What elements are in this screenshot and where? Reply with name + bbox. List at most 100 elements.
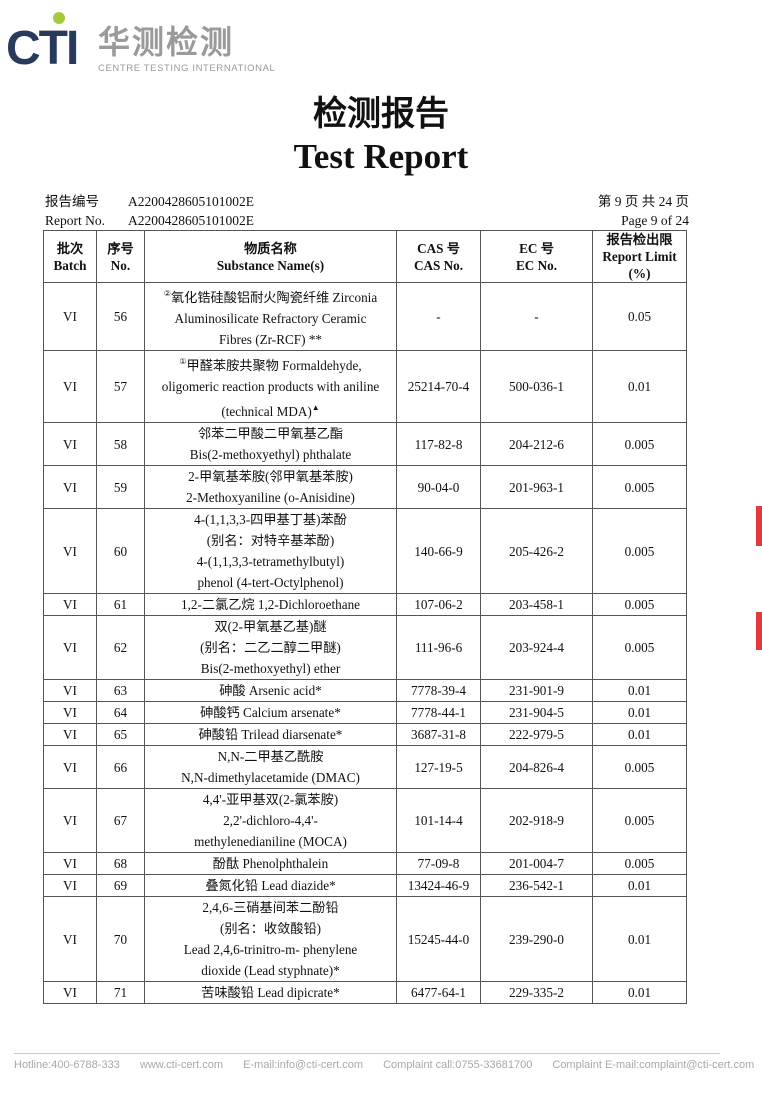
substance-name-cell: 1,2-二氯乙烷 1,2-Dichloroethane (144, 593, 397, 616)
limit-cell: 0.01 (592, 350, 687, 423)
substance-name-line: Bis(2-methoxyethyl) ether (200, 661, 341, 676)
ec-cell: 204-212-6 (480, 422, 593, 466)
footer-website[interactable]: www.cti-cert.com (139, 1059, 223, 1071)
ec-cell: 201-004-7 (480, 852, 593, 875)
substance-name-line: 酚酞 Phenolphthalein (212, 856, 329, 871)
substance-name-line: Lead 2,4,6-trinitro-m- phenylene (183, 942, 358, 957)
table-row: VI 59 2-甲氧基苯胺(邻甲氧基苯胺) 2-Methoxyaniline (o-A… (43, 465, 687, 509)
ec-cell: 236-542-1 (480, 874, 593, 897)
substance-name-cell: 叠氮化铅 Lead diazide* (144, 874, 397, 897)
batch-cell: VI (43, 788, 97, 853)
table-row: VI 64 砷酸钙 Calcium arsenate* 7778-44-1 231-90… (43, 701, 687, 724)
substance-name-cell: ②氧化锆硅酸铝耐火陶瓷纤维 Zirconia Aluminosilicate Re… (144, 282, 397, 351)
cti-logo: CTI 华测检测 CENTRE TESTING INTERNATIONAL (6, 10, 275, 76)
limit-cell: 0.01 (592, 679, 687, 702)
substance-name-line: 甲醛苯胺共聚物 Formaldehyde, (186, 358, 362, 373)
no-cell: 65 (96, 723, 145, 746)
limit-cell: 0.01 (592, 723, 687, 746)
table-row: VI 68 酚酞 Phenolphthalein 77-09-8 201-004-7 0.… (43, 852, 687, 875)
batch-cell: VI (43, 701, 97, 724)
table-header-row: 批次 Batch 序号 No. 物质名称 Substance Name(s) CAS … (43, 230, 687, 283)
no-cell: 62 (96, 615, 145, 680)
no-cell: 66 (96, 745, 145, 789)
substance-name-line: 4,4'-亚甲基双(2-氯苯胺) (202, 792, 339, 807)
stamp-fragment (756, 506, 762, 546)
logo-dot (53, 12, 65, 24)
substance-name-line: Fibres (Zr-RCF) ** (218, 332, 323, 347)
substance-name-line: 双(2-甲氧基乙基)醚 (214, 619, 327, 634)
footer-complaint-email[interactable]: Complaint E-mail:complaint@cti-cert.com (552, 1059, 755, 1071)
substance-name-line: 砷酸钙 Calcium arsenate* (200, 705, 341, 720)
limit-cell: 0.005 (592, 852, 687, 875)
substance-name-line: 4-(1,1,3,3-四甲基丁基)苯酚 (194, 512, 347, 527)
title-en: Test Report (293, 137, 469, 176)
header-limit: 报告检出限 Report Limit (%) (592, 230, 687, 283)
substance-name-line: N,N-二甲基乙酰胺 (217, 749, 324, 764)
batch-cell: VI (43, 981, 97, 1004)
cas-cell: 111-96-6 (396, 615, 481, 680)
footnote-marker: ① (179, 357, 187, 366)
table-row: VI 62 双(2-甲氧基乙基)醚 (别名：二乙二醇二甲醚) Bis(2-methoxy… (43, 615, 687, 680)
ec-cell: 203-458-1 (480, 593, 593, 616)
report-no-label-cn: 报告编号 (45, 194, 99, 209)
substance-table: 批次 Batch 序号 No. 物质名称 Substance Name(s) CAS … (43, 230, 687, 1004)
table-row: VI 56 ②氧化锆硅酸铝耐火陶瓷纤维 Zirconia Aluminosilicat… (43, 282, 687, 351)
cas-cell: 25214-70-4 (396, 350, 481, 423)
cas-cell: 117-82-8 (396, 422, 481, 466)
ec-cell: 204-826-4 (480, 745, 593, 789)
table-row: VI 67 4,4'-亚甲基双(2-氯苯胺) 2,2'-dichloro-4,4'- m… (43, 788, 687, 853)
footer-email[interactable]: E-mail:info@cti-cert.com (243, 1059, 364, 1071)
substance-name-line: 叠氮化铅 Lead diazide* (205, 878, 336, 893)
batch-cell: VI (43, 745, 97, 789)
substance-name-cell: 双(2-甲氧基乙基)醚 (别名：二乙二醇二甲醚) Bis(2-methoxyethy… (144, 615, 397, 680)
substance-name-line: methylenedianiline (MOCA) (194, 834, 347, 849)
no-cell: 57 (96, 350, 145, 423)
limit-cell: 0.005 (592, 615, 687, 680)
table-row: VI 58 邻苯二甲酸二甲氧基乙酯 Bis(2-methoxyethyl) phtha… (43, 422, 687, 466)
substance-name-line: 氧化锆硅酸铝耐火陶瓷纤维 Zirconia (170, 290, 378, 305)
table-row: VI 69 叠氮化铅 Lead diazide* 13424-46-9 236-542-… (43, 874, 687, 897)
cas-cell: 3687-31-8 (396, 723, 481, 746)
batch-cell: VI (43, 465, 97, 509)
substance-name-cell: N,N-二甲基乙酰胺 N,N-dimethylacetamide (DMAC) (144, 745, 397, 789)
no-cell: 58 (96, 422, 145, 466)
footer: Hotline:400-6788-333 www.cti-cert.com E-… (14, 1059, 762, 1071)
substance-name-line: Aluminosilicate Refractory Ceramic (174, 311, 367, 326)
cas-cell: 7778-39-4 (396, 679, 481, 702)
page-number-cn: 第 9 页 共 24 页 (597, 194, 689, 209)
title-cn: 检测报告 (313, 96, 449, 133)
substance-name-cell: 2-甲氧基苯胺(邻甲氧基苯胺) 2-Methoxyaniline (o-Anisi… (144, 465, 397, 509)
limit-cell: 0.01 (592, 874, 687, 897)
batch-cell: VI (43, 350, 97, 423)
report-number-block: 报告编号 A2200428605101002E Report No. A220042… (45, 192, 254, 230)
substance-name-line: 砷酸 Arsenic acid* (219, 683, 322, 698)
no-cell: 69 (96, 874, 145, 897)
footnote-marker: ② (163, 289, 171, 298)
no-cell: 67 (96, 788, 145, 853)
limit-cell: 0.01 (592, 896, 687, 982)
substance-name-line: (别名：对特辛基苯酚) (206, 533, 335, 548)
limit-cell: 0.01 (592, 701, 687, 724)
cas-cell: 127-19-5 (396, 745, 481, 789)
logo-cn: 华测检测 (98, 23, 235, 61)
batch-cell: VI (43, 723, 97, 746)
no-cell: 64 (96, 701, 145, 724)
ec-cell: 500-036-1 (480, 350, 593, 423)
table-row: VI 57 ①甲醛苯胺共聚物 Formaldehyde, oligomeric rea… (43, 350, 687, 423)
limit-cell: 0.005 (592, 788, 687, 853)
table-row: VI 60 4-(1,1,3,3-四甲基丁基)苯酚 (别名：对特辛基苯酚) 4-(1,1… (43, 508, 687, 594)
substance-name-cell: 苦味酸铅 Lead dipicrate* (144, 981, 397, 1004)
footer-divider (14, 1053, 720, 1054)
substance-name-cell: 砷酸 Arsenic acid* (144, 679, 397, 702)
substance-name-line: phenol (4-tert-Octylphenol) (197, 575, 344, 590)
table-row: VI 63 砷酸 Arsenic acid* 7778-39-4 231-901-9 0.… (43, 679, 687, 702)
header-ec: EC 号 EC No. (480, 230, 593, 283)
header-no: 序号 No. (96, 230, 145, 283)
ec-cell: 229-335-2 (480, 981, 593, 1004)
substance-name-line: 2-甲氧基苯胺(邻甲氧基苯胺) (188, 469, 353, 484)
batch-cell: VI (43, 282, 97, 351)
ec-cell: 202-918-9 (480, 788, 593, 853)
substance-name-cell: 4,4'-亚甲基双(2-氯苯胺) 2,2'-dichloro-4,4'- methy… (144, 788, 397, 853)
cas-cell: 15245-44-0 (396, 896, 481, 982)
ec-cell: 205-426-2 (480, 508, 593, 594)
